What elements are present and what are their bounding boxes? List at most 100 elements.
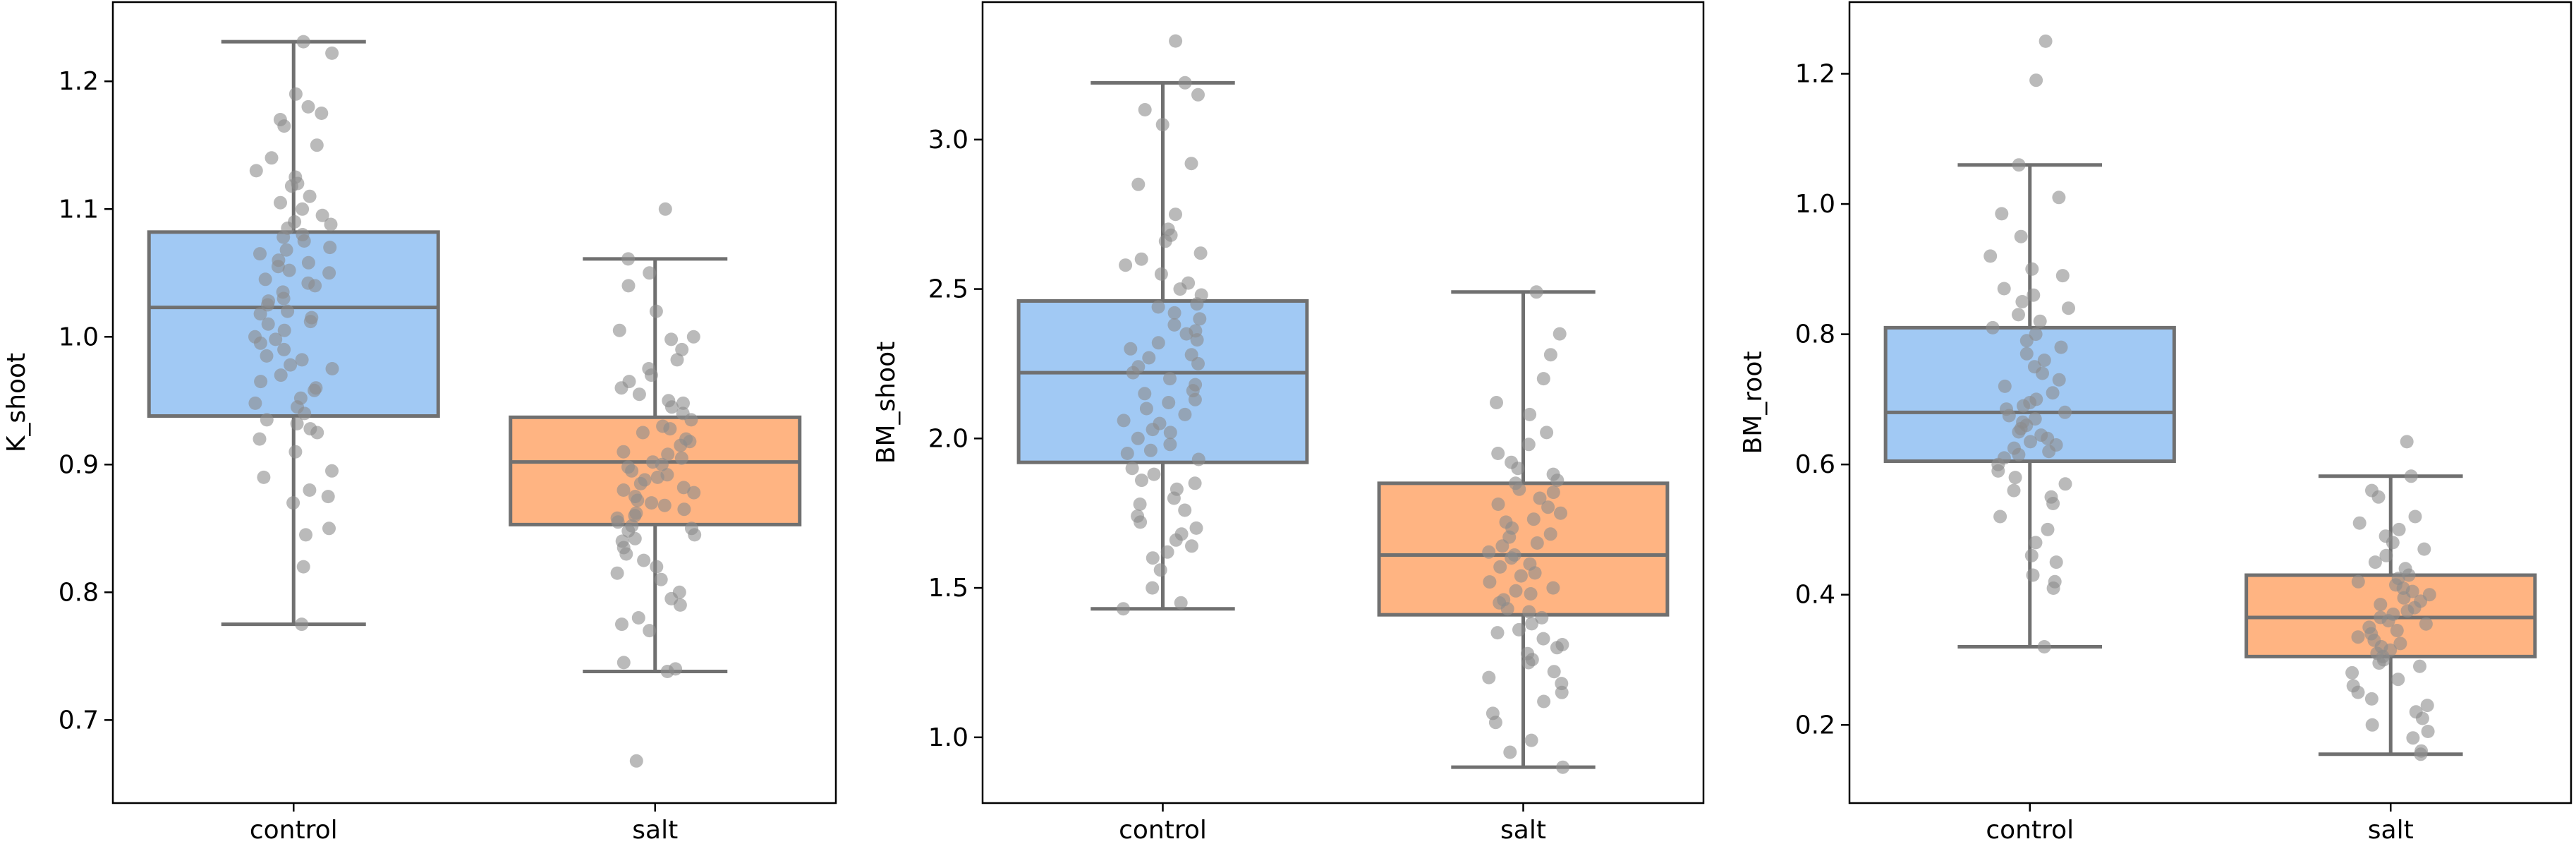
data-point — [1514, 569, 1528, 583]
data-point — [1117, 602, 1130, 616]
data-point — [675, 342, 689, 356]
data-point — [284, 358, 298, 372]
data-point — [2406, 731, 2420, 745]
data-point — [2046, 497, 2060, 510]
data-point — [310, 426, 324, 440]
data-point — [290, 416, 304, 430]
data-point — [632, 387, 646, 402]
y-tick-label: 1.1 — [59, 195, 99, 224]
data-point — [1521, 656, 1536, 670]
data-point — [1535, 610, 1549, 625]
plot-frame — [1848, 1, 2572, 804]
data-point — [1191, 452, 1205, 466]
series-salt — [509, 202, 802, 768]
data-point — [1482, 545, 1496, 559]
data-point — [274, 195, 287, 210]
data-point — [303, 189, 317, 203]
data-point — [2058, 477, 2072, 491]
data-point — [1160, 545, 1174, 559]
data-point — [2062, 301, 2075, 315]
data-point — [2400, 435, 2414, 449]
data-point — [657, 498, 672, 512]
data-point — [1540, 426, 1554, 440]
data-point — [664, 332, 679, 346]
data-point — [688, 528, 702, 542]
data-point — [315, 208, 329, 222]
data-point — [2379, 548, 2393, 562]
data-point — [1163, 438, 1177, 452]
data-point — [2012, 308, 2025, 322]
data-point — [677, 502, 691, 517]
data-point — [253, 432, 267, 446]
data-point — [2036, 366, 2049, 380]
data-point — [628, 531, 642, 545]
data-point — [1163, 426, 1177, 440]
data-point — [2037, 640, 2051, 653]
data-point — [261, 298, 274, 312]
y-axis-label: BM_root — [1739, 351, 1768, 454]
data-point — [1120, 447, 1134, 460]
data-point — [1158, 234, 1172, 248]
data-point — [1117, 414, 1131, 428]
data-point — [2029, 73, 2043, 88]
data-point — [1167, 318, 1181, 332]
data-point — [614, 381, 628, 395]
data-point — [673, 598, 687, 612]
data-point — [277, 342, 291, 356]
data-point — [2039, 34, 2053, 48]
y-tick-label: 1.0 — [1795, 190, 1835, 219]
data-point — [1998, 379, 2012, 393]
data-point — [1523, 407, 1537, 421]
data-point — [619, 547, 633, 561]
data-point — [2012, 158, 2026, 172]
data-point — [253, 247, 267, 261]
data-point — [303, 483, 317, 497]
data-point — [1490, 626, 1505, 640]
data-point — [2372, 656, 2386, 670]
data-point — [1495, 539, 1509, 553]
data-point — [2408, 510, 2422, 524]
data-point — [631, 493, 645, 507]
data-point — [610, 566, 624, 580]
data-point — [257, 470, 271, 484]
data-point — [660, 665, 674, 678]
box — [1016, 299, 1309, 464]
series-control — [1016, 34, 1309, 616]
data-point — [621, 279, 636, 293]
data-point — [1997, 282, 2011, 296]
data-point — [2351, 685, 2365, 699]
data-point — [1500, 602, 1514, 616]
data-point — [2397, 591, 2411, 605]
data-point — [261, 317, 275, 331]
data-point — [1555, 685, 1569, 699]
data-point — [296, 202, 310, 216]
data-point — [2365, 718, 2379, 732]
data-point — [1142, 351, 1156, 365]
y-tick-label: 3.0 — [928, 126, 968, 155]
data-point — [298, 406, 312, 421]
data-point — [628, 509, 642, 523]
y-tick-label: 0.9 — [59, 450, 99, 479]
data-point — [1131, 177, 1146, 191]
data-point — [1146, 551, 1160, 565]
data-point — [286, 496, 300, 510]
data-point — [1154, 267, 1168, 281]
data-point — [1134, 515, 1148, 529]
data-point — [2055, 269, 2070, 283]
data-point — [637, 553, 651, 567]
data-point — [2351, 574, 2365, 589]
data-point — [1169, 207, 1182, 222]
data-point — [1522, 605, 1536, 619]
data-point — [2041, 522, 2055, 536]
y-tick-label: 1.0 — [59, 322, 99, 351]
x-tick-label: control — [1986, 816, 2074, 845]
data-point — [296, 35, 310, 49]
data-point — [1993, 510, 2007, 524]
data-point — [1512, 482, 1526, 496]
series-control — [147, 35, 440, 632]
data-point — [296, 560, 310, 574]
data-point — [1147, 467, 1161, 481]
data-point — [1133, 498, 1147, 511]
data-point — [1541, 500, 1555, 514]
data-point — [324, 217, 338, 231]
